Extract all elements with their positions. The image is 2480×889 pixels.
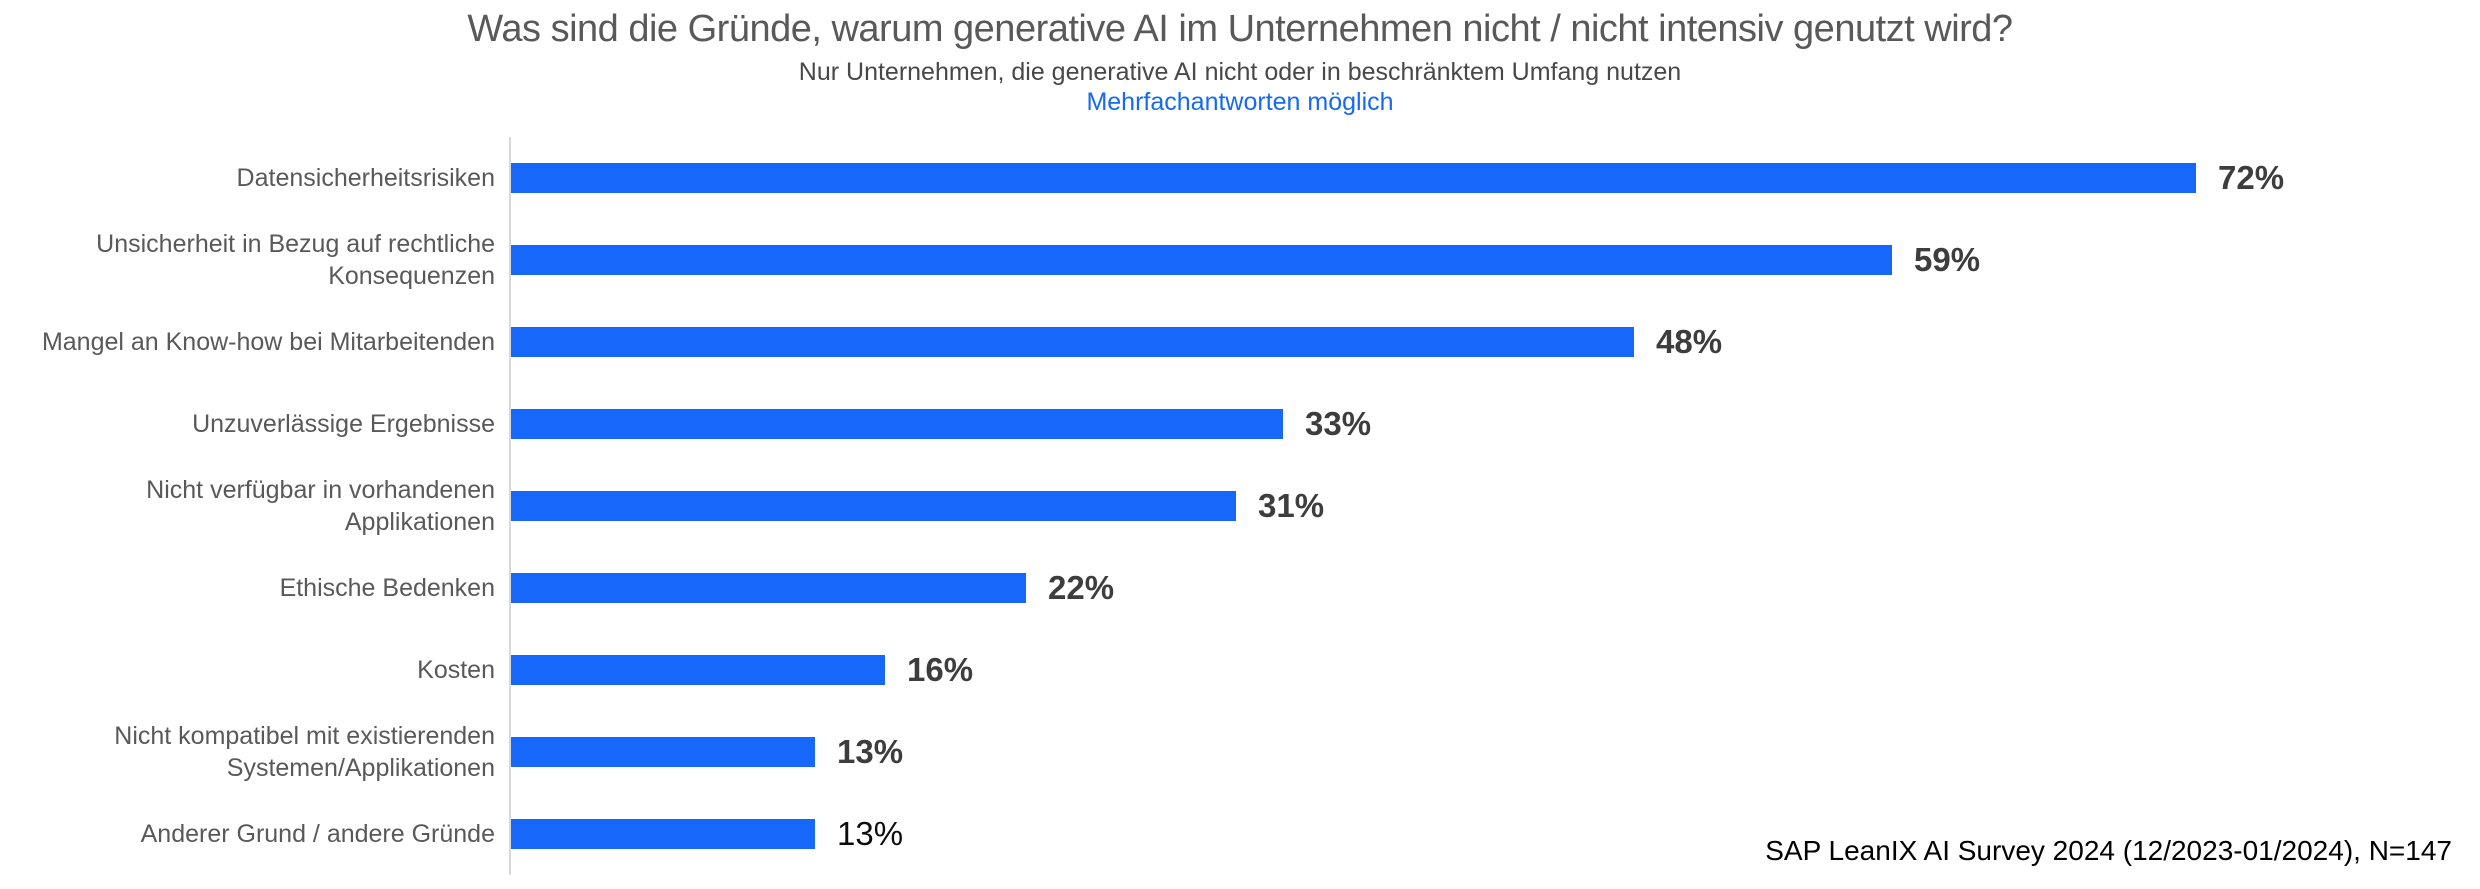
- value-label: 13%: [837, 733, 904, 770]
- bar: [511, 737, 815, 767]
- category-label: Unsicherheit in Bezug auf rechtliche Kon…: [96, 229, 495, 291]
- source-credit: SAP LeanIX AI Survey 2024 (12/2023-01/20…: [1765, 835, 2452, 866]
- value-label: 72%: [2218, 159, 2285, 196]
- category-label: Anderer Grund / andere Gründe: [140, 819, 495, 848]
- chart-rows: Datensicherheitsrisiken 72% Unsicherheit…: [0, 137, 2480, 875]
- bar: [511, 245, 1892, 275]
- category-label: Kosten: [417, 655, 495, 684]
- chart-row: Nicht kompatibel mit existierenden Syste…: [0, 711, 2480, 793]
- chart-row: Unsicherheit in Bezug auf rechtliche Kon…: [0, 219, 2480, 301]
- category-label: Nicht kompatibel mit existierenden Syste…: [114, 721, 495, 783]
- category-label: Mangel an Know-how bei Mitarbeitenden: [41, 327, 495, 356]
- bar: [511, 819, 815, 849]
- value-label: 48%: [1656, 323, 1723, 360]
- chart-row: Unzuverlässige Ergebnisse 33%: [0, 383, 2480, 465]
- value-label: 16%: [907, 651, 974, 688]
- value-label: 33%: [1305, 405, 1372, 442]
- chart-title: Was sind die Gründe, warum generative AI…: [467, 8, 2013, 50]
- chart-row: Anderer Grund / andere Gründe 13%: [0, 793, 2480, 875]
- chart-row: Ethische Bedenken 22%: [0, 547, 2480, 629]
- value-label: 59%: [1914, 241, 1981, 278]
- y-axis-line: [509, 137, 511, 875]
- value-label: 13%: [837, 815, 904, 852]
- value-label: 31%: [1258, 487, 1325, 524]
- chart-row: Nicht verfügbar in vorhandenen Applikati…: [0, 465, 2480, 547]
- bar: [511, 163, 2196, 193]
- bar: [511, 327, 1634, 357]
- chart-subtitle: Nur Unternehmen, die generative AI nicht…: [798, 58, 1682, 86]
- category-label: Unzuverlässige Ergebnisse: [192, 409, 495, 438]
- chart-row: Mangel an Know-how bei Mitarbeitenden 48…: [0, 301, 2480, 383]
- value-label: 22%: [1048, 569, 1115, 606]
- chart-row: Datensicherheitsrisiken 72%: [0, 137, 2480, 219]
- bar: [511, 655, 885, 685]
- category-label: Datensicherheitsrisiken: [236, 163, 495, 192]
- bar: [511, 573, 1026, 603]
- chart-note: Mehrfachantworten möglich: [1086, 88, 1394, 116]
- category-label: Ethische Bedenken: [279, 573, 495, 602]
- bar-chart: Datensicherheitsrisiken 72% Unsicherheit…: [0, 137, 2480, 875]
- bar: [511, 491, 1236, 521]
- bar: [511, 409, 1283, 439]
- category-label: Nicht verfügbar in vorhandenen Applikati…: [146, 475, 495, 537]
- chart-row: Kosten 16%: [0, 629, 2480, 711]
